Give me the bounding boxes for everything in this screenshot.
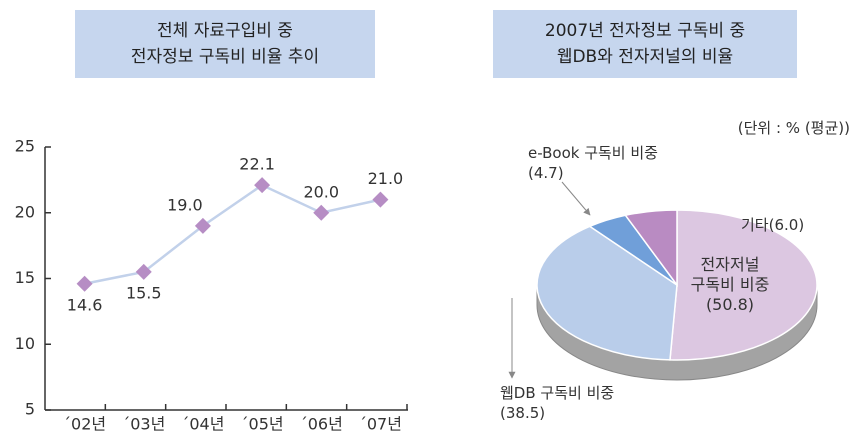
x-tick-label: ´06년: [300, 415, 343, 434]
marker: [194, 217, 211, 234]
pie-label: 기타(6.0): [741, 215, 804, 235]
x-tick-label: ´07년: [359, 415, 402, 434]
y-tick-label: 25: [15, 137, 35, 156]
leader-ebook: [561, 181, 591, 216]
value-label: (50.8): [705, 295, 755, 314]
category-label: 전자저널 구독비 비중: [690, 255, 770, 294]
chart-title: 2007년 전자정보 구독비 중 웹DB와 전자저널의 비율: [493, 10, 797, 78]
pie-label: 전자저널 구독비 비중 (50.8): [665, 255, 795, 315]
x-tick-label: ´02년: [63, 415, 106, 434]
series-line: [84, 183, 381, 285]
data-label: 20.0: [303, 182, 339, 201]
pie-slice: [669, 209, 818, 361]
x-tick-label: ´05년: [241, 415, 284, 434]
marker: [76, 275, 93, 292]
unit-note: (단위 : % (평균)): [737, 119, 850, 137]
value-label: (6.0): [768, 216, 805, 234]
category-label: 기타: [741, 216, 769, 234]
y-tick-label: 20: [15, 202, 35, 221]
pie-label: e-Book 구독비 비중 (4.7): [528, 143, 658, 183]
category-label: e-Book 구독비 비중: [528, 144, 658, 162]
y-tick-label: 5: [25, 400, 35, 419]
chart-title: 전체 자료구입비 중 전자정보 구독비 비율 추이: [75, 10, 375, 78]
pie-slice: [624, 209, 678, 288]
marker: [372, 191, 389, 208]
pie-label: 웹DB 구독비 비중 (38.5): [500, 383, 614, 423]
x-tick-label: ´03년: [122, 415, 165, 434]
y-tick-label: 15: [15, 268, 35, 287]
data-label: 19.0: [167, 195, 203, 214]
y-tick-label: 10: [15, 334, 35, 353]
data-label: 15.5: [126, 283, 162, 302]
data-label: 14.6: [67, 295, 103, 314]
value-label: (38.5): [500, 404, 546, 422]
pie-slice: [536, 225, 678, 361]
category-label: 웹DB 구독비 비중: [500, 384, 615, 402]
value-label: (4.7): [528, 164, 564, 182]
x-tick-label: ´04년: [181, 415, 224, 434]
marker: [254, 177, 271, 194]
marker: [313, 204, 330, 221]
data-label: 21.0: [368, 169, 404, 188]
marker: [135, 263, 152, 280]
data-label: 22.1: [239, 155, 275, 174]
